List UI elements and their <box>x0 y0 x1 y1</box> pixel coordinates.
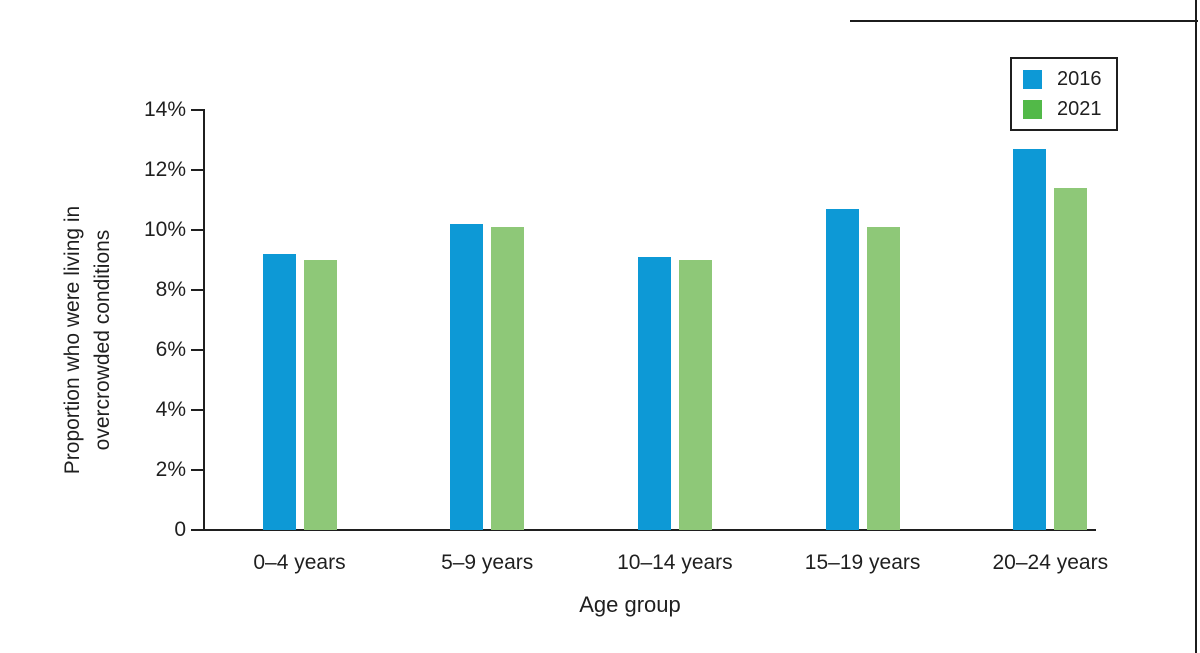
y-tick-label-6: 6% <box>155 338 186 361</box>
bar-2021-group4 <box>1054 188 1088 530</box>
y-tick-14 <box>191 109 204 111</box>
y-tick-10 <box>191 229 204 231</box>
legend: 2016 2021 <box>1010 57 1118 131</box>
bar-2016-group2 <box>637 257 671 530</box>
bar-2021-group3 <box>866 227 900 530</box>
legend-swatch-2016 <box>1023 69 1042 89</box>
y-tick-label-8: 8% <box>155 278 186 301</box>
category-label-0: 0–4 years <box>253 551 346 574</box>
y-tick-6 <box>191 349 204 351</box>
y-axis-title-line2: overcrowded conditions <box>91 229 114 451</box>
bar-2021-group0 <box>303 260 337 530</box>
page-rule-horizontal <box>850 20 1198 22</box>
bar-2021-group1 <box>491 227 525 530</box>
legend-swatch-2021 <box>1023 99 1042 119</box>
bar-2016-group3 <box>825 209 859 530</box>
legend-row-2016: 2016 <box>1023 69 1102 89</box>
y-tick-label-12: 12% <box>143 158 186 181</box>
category-label-1: 5–9 years <box>441 551 534 574</box>
x-axis-title: Age group <box>579 592 681 617</box>
y-tick-label-0: 0 <box>174 518 186 541</box>
legend-label-2016: 2016 <box>1057 68 1102 90</box>
y-axis-title-line1: Proportion who were living in <box>61 205 84 475</box>
y-tick-0 <box>191 529 204 531</box>
category-label-2: 10–14 years <box>617 551 733 574</box>
y-tick-12 <box>191 169 204 171</box>
y-tick-8 <box>191 289 204 291</box>
bar-2016-group4 <box>1013 149 1047 530</box>
y-tick-label-10: 10% <box>143 218 186 241</box>
legend-label-2021: 2021 <box>1057 98 1102 120</box>
y-axis-line <box>203 109 205 531</box>
bar-2021-group2 <box>678 260 712 530</box>
category-label-3: 15–19 years <box>804 551 921 574</box>
legend-row-2021: 2021 <box>1023 99 1102 119</box>
y-axis-title: Proportion who were living in overcrowde… <box>58 125 120 555</box>
y-tick-2 <box>191 469 204 471</box>
category-label-4: 20–24 years <box>992 551 1109 574</box>
y-tick-4 <box>191 409 204 411</box>
x-axis-line <box>203 529 1096 531</box>
page-rule-vertical <box>1195 0 1197 653</box>
y-tick-label-14: 14% <box>143 98 186 121</box>
y-tick-label-4: 4% <box>155 398 186 421</box>
y-tick-label-2: 2% <box>155 458 186 481</box>
bar-2016-group1 <box>450 224 484 530</box>
bar-2016-group0 <box>262 254 296 530</box>
